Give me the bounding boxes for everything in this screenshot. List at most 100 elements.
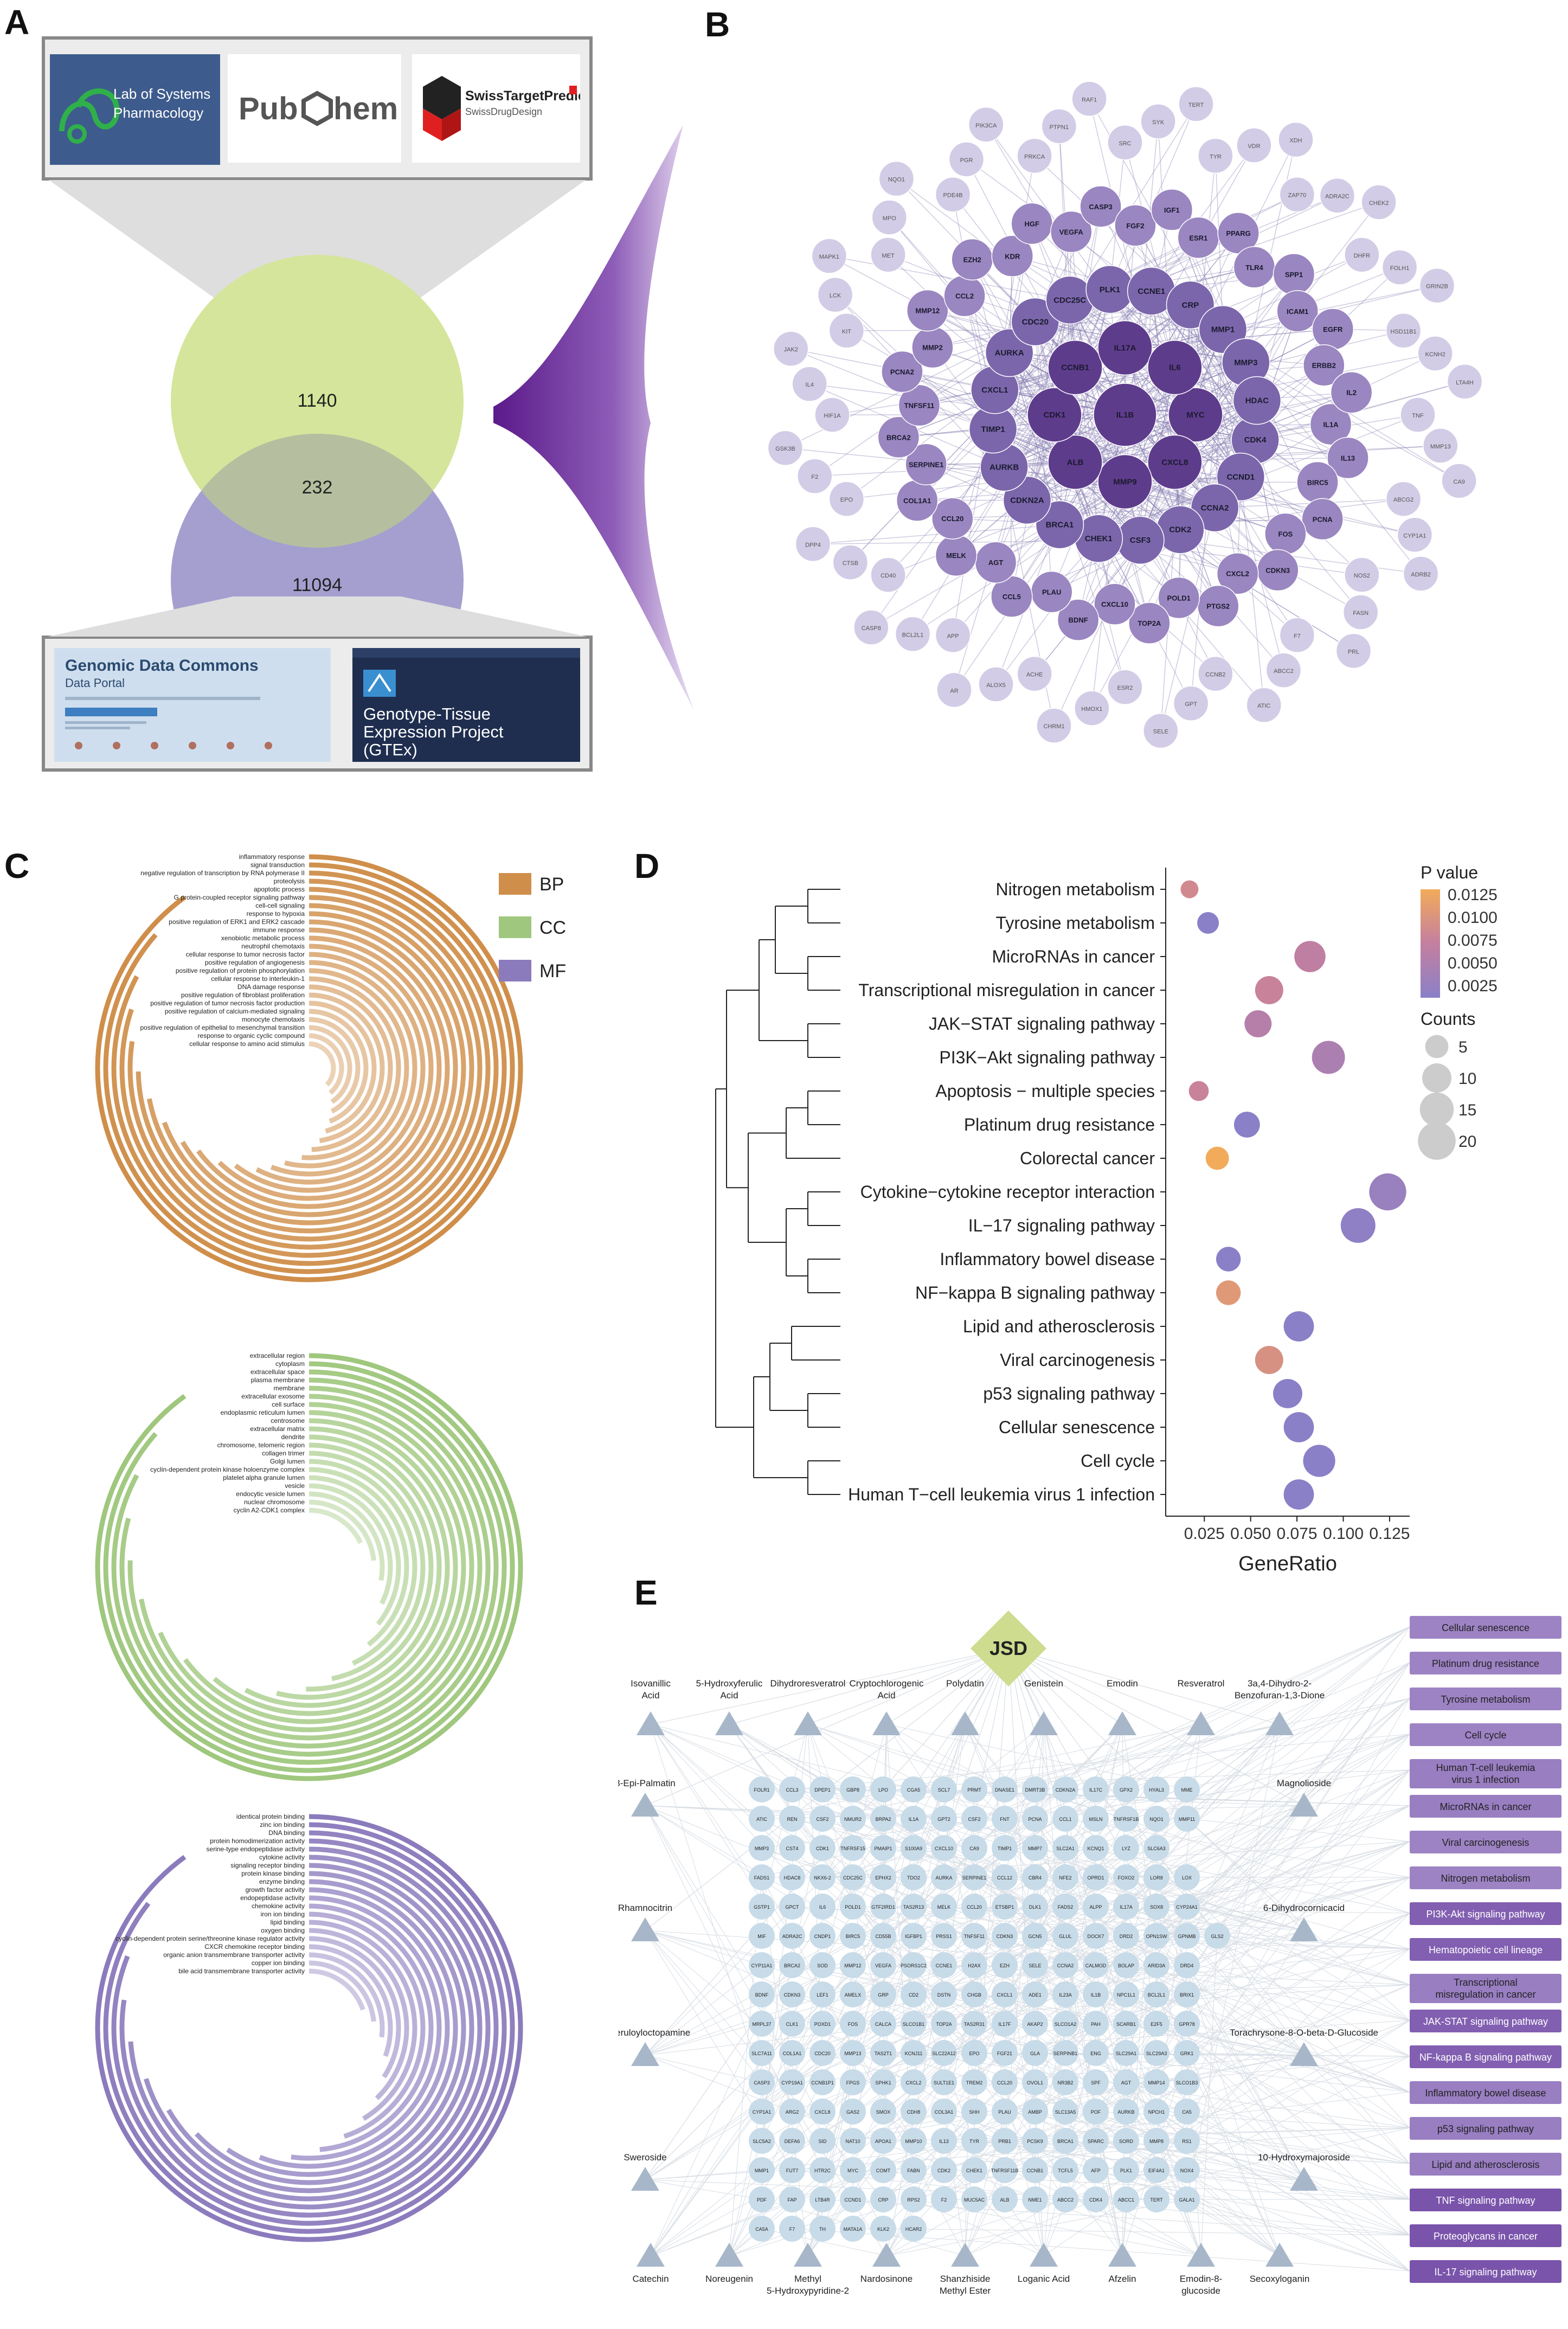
- target-label: AMELX: [845, 1992, 862, 1998]
- target-label: HDAC8: [784, 1875, 801, 1881]
- go-term-label: serine-type endopeptidase activity: [207, 1845, 305, 1853]
- network-node-label: NOS2: [1354, 573, 1370, 579]
- target-label: CDKN2A: [1056, 1787, 1076, 1793]
- go-arc: [291, 1895, 442, 2161]
- go-term-label: Golgi lumen: [270, 1458, 305, 1465]
- compound-target-network: FOLR1 CCL3 DPEP1 GBP8 LPO CGA5 SCL7 PRMT DNASE1 D…: [600, 1611, 1561, 2296]
- target-label: HYAL3: [1149, 1787, 1164, 1793]
- go-arc: [309, 1944, 393, 2057]
- network-node-label: ESR2: [1117, 685, 1133, 691]
- target-label: FAP: [787, 2197, 796, 2203]
- target-label: GPR78: [1179, 2022, 1195, 2027]
- target-label: CSF2: [968, 1817, 980, 1822]
- go-arc: [309, 1499, 376, 1561]
- target-node: EPO: [961, 2040, 987, 2066]
- network-node: HSD11B1: [1385, 313, 1422, 349]
- target-label: GPNMB: [1178, 1934, 1196, 1939]
- target-label: SLCO1A2: [1055, 2022, 1077, 2027]
- target-node: MMP10: [901, 2128, 927, 2154]
- venn-intersection: [171, 434, 464, 548]
- target-node: DPEP1: [809, 1776, 836, 1802]
- network-node-label: HDAC: [1245, 396, 1269, 405]
- network-node: CASP8: [853, 609, 889, 645]
- target-label: BDNF: [755, 1992, 769, 1998]
- target-node: ADE1: [1022, 1981, 1048, 2007]
- target-label: GLUL: [1059, 1934, 1072, 1939]
- network-node: NOS2: [1344, 557, 1380, 593]
- go-term-label: CXCR chemokine receptor binding: [204, 1943, 305, 1951]
- network-node: COL1A1: [896, 479, 939, 522]
- kegg-dot: [1216, 1247, 1241, 1272]
- target-label: CCL1: [1059, 1817, 1071, 1822]
- network-node: ABCC2: [1265, 652, 1302, 688]
- pathway-label: Transcriptional: [1454, 1977, 1517, 1988]
- go-arc: [226, 1879, 458, 2177]
- target-node: IL17C: [1083, 1776, 1109, 1802]
- target-node: CCL12: [992, 1864, 1018, 1890]
- target-node: MYC: [840, 2157, 866, 2183]
- target-label: ARID3A: [1148, 1963, 1166, 1968]
- target-node: MUC5AC: [961, 2186, 987, 2212]
- target-label: SPHK1: [875, 2080, 891, 2086]
- kegg-dot: [1255, 1346, 1283, 1374]
- target-node: BOLAP: [1113, 1952, 1139, 1978]
- panel-label-e: E: [634, 1573, 658, 1612]
- network-node-label: MMP13: [1430, 444, 1451, 450]
- target-node: ENG: [1083, 2040, 1109, 2066]
- compound-label: Nardosinone: [860, 2274, 912, 2284]
- panel-d: Nitrogen metabolism Tyrosine metabolism Mi…: [640, 857, 1561, 1575]
- target-label: SLCO1B1: [903, 2022, 925, 2027]
- target-label: FOXO2: [1118, 1875, 1135, 1881]
- target-node: NFE2: [1052, 1864, 1078, 1890]
- target-label: GBP8: [846, 1787, 859, 1793]
- target-label: TAS2R31: [964, 2022, 985, 2027]
- target-label: DSTN: [937, 1992, 951, 1998]
- go-arc: [143, 1855, 483, 2202]
- target-node: ABCC2: [1052, 2186, 1078, 2212]
- target-node: SPARC: [1083, 2128, 1109, 2154]
- go-term-label: centrosome: [271, 1417, 305, 1425]
- network-node: CDK1: [1027, 387, 1082, 442]
- network-node-label: TYR: [1210, 153, 1222, 160]
- network-node-label: CDK2: [1169, 525, 1191, 535]
- target-label: SLC22A12: [932, 2051, 956, 2056]
- kegg-category: NF−kappa B signaling pathway: [915, 1283, 1155, 1303]
- go-arc: [309, 1507, 363, 1544]
- go-term-label: G protein-coupled receptor signaling pat…: [174, 894, 305, 901]
- go-term-label: cyclin A2-CDK1 complex: [234, 1506, 305, 1514]
- pathway-node: Platinum drug resistance: [1410, 1652, 1561, 1674]
- pathway-label: Cell cycle: [1464, 1730, 1506, 1741]
- network-node-label: PLK1: [1100, 285, 1120, 294]
- target-label: LEF1: [817, 1992, 828, 1998]
- network-node-label: CHEK1: [1085, 534, 1113, 543]
- kegg-x-tick: 0.050: [1230, 1525, 1271, 1543]
- kegg-category: Human T−cell leukemia virus 1 infection: [848, 1485, 1155, 1504]
- target-label: CA5: [1182, 2109, 1192, 2115]
- target-label: CCNB1P1: [811, 2080, 834, 2086]
- network-node: PTPN1: [1041, 108, 1077, 144]
- target-node: SLC22A12: [931, 2040, 957, 2066]
- go-arc: [309, 1903, 434, 2152]
- target-node: IL13: [931, 2128, 957, 2154]
- go-arc: [309, 1451, 426, 1682]
- go-legend-swatch: [499, 873, 531, 895]
- network-node-label: TNF: [1412, 413, 1424, 419]
- network-node-label: CYP1A1: [1403, 532, 1426, 539]
- target-label: SOD: [817, 1963, 828, 1968]
- kegg-legend-count-tick: 5: [1458, 1038, 1468, 1056]
- target-node: AGT: [1113, 2069, 1139, 2095]
- compound-bottom: Secoxyloganin: [1250, 2243, 1309, 2284]
- network-node: EPO: [828, 481, 865, 517]
- pathway-node: IL-17 signaling pathway: [1410, 2260, 1561, 2283]
- kegg-legend-count-tick: 15: [1458, 1101, 1476, 1119]
- go-arc: [309, 992, 385, 1144]
- kegg-x-tick: 0.075: [1277, 1525, 1318, 1543]
- target-label: TYR: [969, 2139, 980, 2144]
- network-node-label: CCNB2: [1205, 672, 1225, 678]
- network-node: F2: [797, 458, 833, 494]
- network-node-label: MMP3: [1234, 358, 1257, 367]
- compound-node: [631, 2167, 659, 2191]
- compound-node: [1187, 2243, 1215, 2267]
- target-label: CDKN3: [997, 1934, 1013, 1939]
- kegg-legend-p-tick: 0.0075: [1448, 932, 1498, 949]
